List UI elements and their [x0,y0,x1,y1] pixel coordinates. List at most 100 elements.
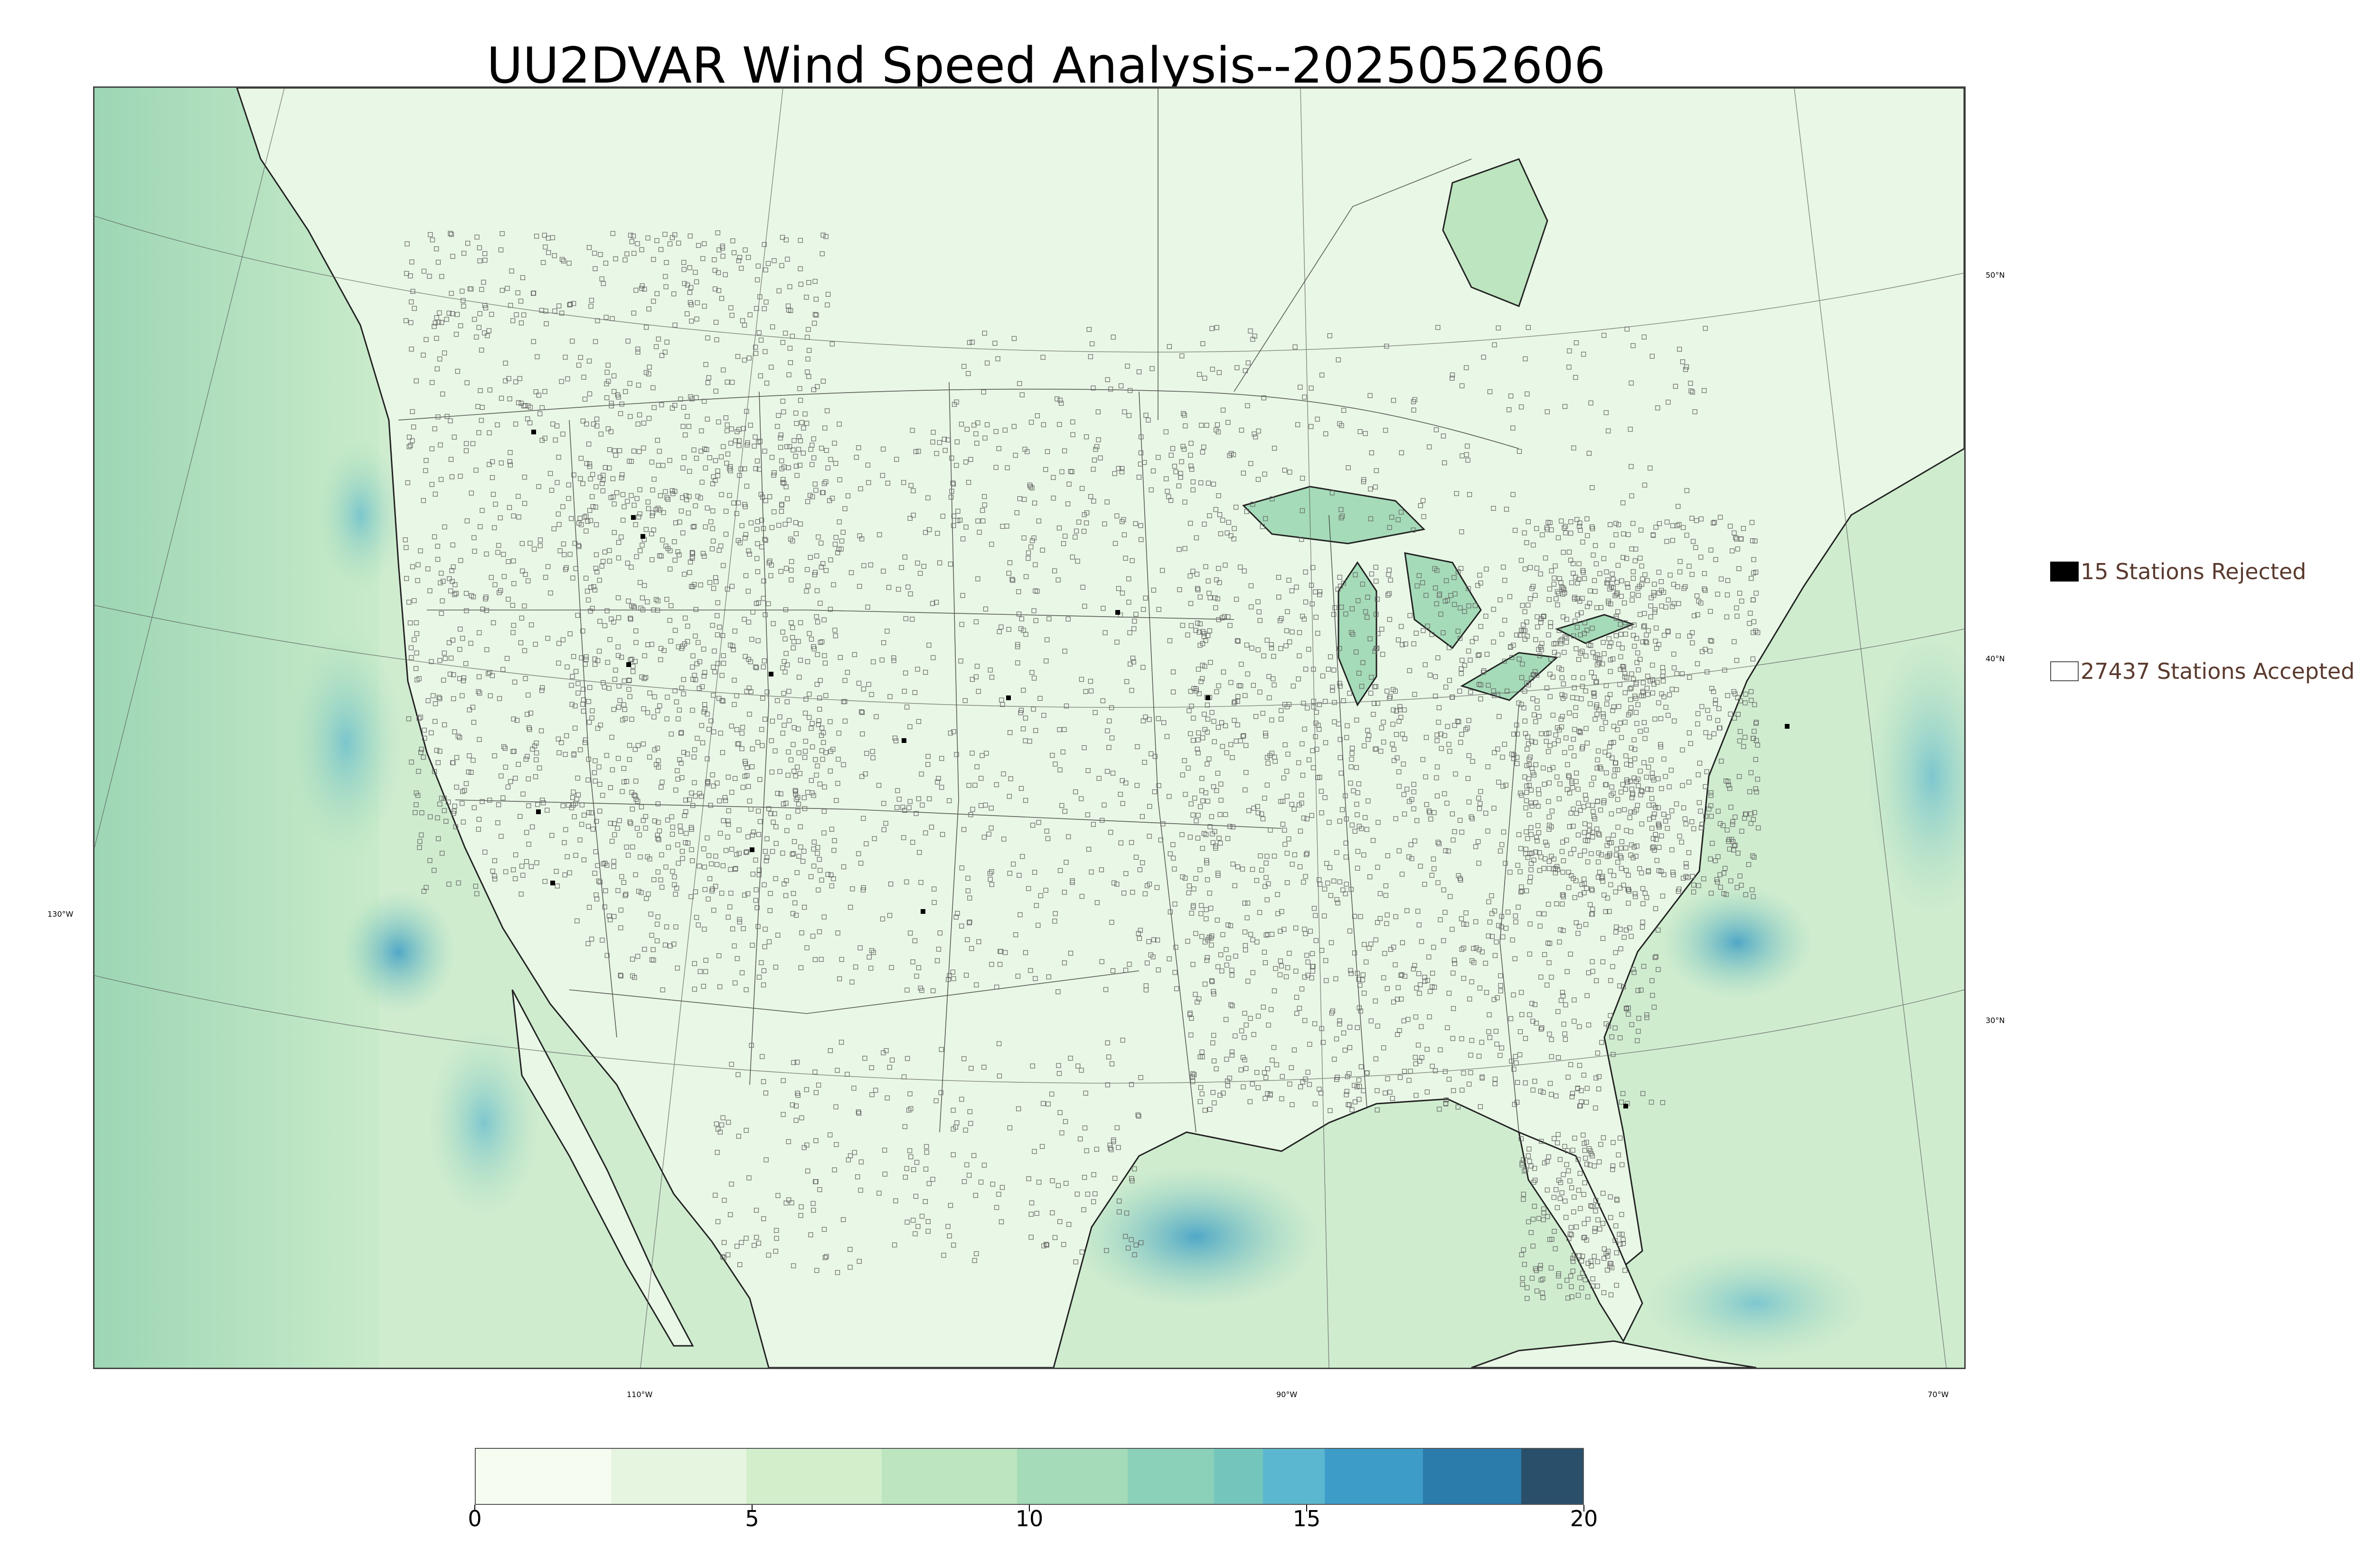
station-marker [811,644,816,649]
station-marker [628,616,633,621]
station-marker [735,956,740,961]
station-marker [1135,744,1140,750]
station-marker [540,260,546,265]
station-marker [798,266,803,272]
station-marker [811,436,816,441]
station-marker [798,965,804,970]
station-marker [491,525,497,530]
station-marker [814,682,820,687]
station-marker [1018,786,1024,791]
station-marker [789,577,794,582]
station-marker [618,411,623,416]
station-marker [1193,931,1198,936]
station-marker [460,289,465,294]
station-marker [645,499,651,505]
station-marker [841,762,846,768]
station-marker [651,405,657,410]
station-marker [453,824,458,829]
station-marker [686,510,691,516]
station-marker [1000,524,1005,529]
station-marker [663,284,669,290]
station-marker [1045,836,1051,841]
station-marker [872,836,877,841]
station-marker [662,232,668,237]
station-marker [807,691,812,697]
station-marker [789,567,794,573]
station-marker [1015,660,1020,666]
station-marker [472,549,477,554]
station-marker [419,832,424,838]
station-marker [602,549,608,555]
station-marker [786,308,791,313]
station-marker [811,387,817,393]
station-marker [901,835,906,840]
station-marker [1017,873,1022,878]
station-marker [723,272,728,277]
station-marker [405,241,410,246]
station-marker [820,490,825,495]
station-marker [1123,555,1128,561]
station-marker [632,793,638,798]
station-marker [863,771,868,777]
station-marker [1102,802,1107,807]
station-marker [889,965,894,970]
station-marker [701,846,707,852]
station-marker [687,570,692,575]
station-marker [663,489,668,494]
station-marker [633,522,638,527]
station-marker [703,465,708,470]
station-marker [915,667,920,672]
station-marker [1141,607,1146,612]
station-marker [697,969,703,974]
station-marker [736,443,742,448]
station-marker [418,714,424,720]
station-marker [537,411,543,416]
station-marker [976,939,981,944]
station-marker [988,877,993,882]
station-marker [859,710,865,715]
station-marker [412,306,417,311]
station-marker [585,518,590,524]
station-marker [669,603,674,609]
station-marker [680,423,686,429]
station-marker [650,385,656,390]
station-marker [628,821,633,826]
station-marker [685,282,690,288]
station-marker [1026,555,1031,561]
station-marker [421,269,427,274]
station-marker [791,891,796,896]
station-marker [682,615,688,621]
station-marker [791,645,796,651]
station-marker [804,567,810,573]
station-marker [1123,780,1129,786]
station-marker [974,982,979,987]
station-marker [432,426,437,432]
station-marker [514,312,519,318]
station-marker [616,394,621,400]
station-marker [537,537,543,543]
station-marker [572,814,577,819]
station-marker [587,685,593,690]
station-marker [1032,676,1037,681]
station-marker [1167,638,1172,643]
station-marker [1138,461,1143,467]
station-marker [1046,974,1051,979]
station-marker [1014,510,1019,516]
station-marker [409,347,414,352]
station-marker [650,487,655,493]
station-marker [806,327,811,332]
station-marker [783,607,789,612]
station-marker [437,801,443,807]
station-marker [500,667,506,672]
station-marker [697,685,702,691]
station-marker [1007,794,1012,799]
station-marker [560,504,565,509]
station-marker [578,355,583,360]
station-marker [881,801,886,806]
station-marker [439,610,444,616]
station-marker [935,531,940,536]
station-marker [1130,890,1135,895]
station-marker [429,730,434,735]
station-marker [782,522,788,527]
station-marker [769,525,774,530]
